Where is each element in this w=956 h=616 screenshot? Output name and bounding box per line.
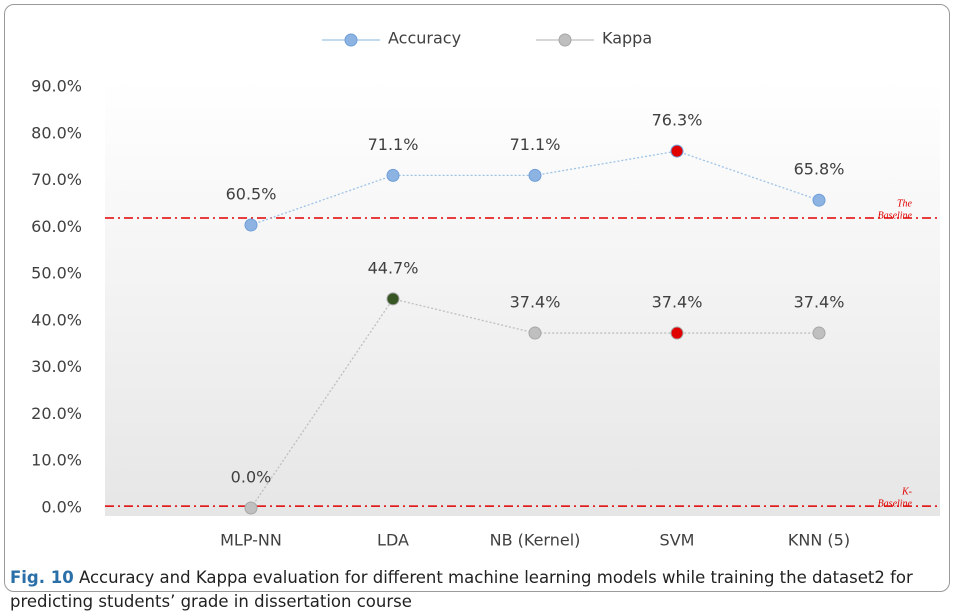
legend-marker: [344, 33, 358, 47]
data-label: 76.3%: [652, 111, 703, 130]
data-point: [386, 168, 400, 182]
baseline-label: Baseline: [878, 210, 913, 221]
data-label: 71.1%: [510, 135, 561, 154]
x-tick-label: MLP-NN: [220, 531, 282, 550]
series-line: [250, 298, 819, 509]
data-label: 0.0%: [231, 468, 272, 487]
data-point: [528, 168, 542, 182]
x-tick-label: NB (Kernel): [490, 531, 581, 550]
figure-frame: [4, 4, 950, 592]
baseline-label: Baseline: [878, 498, 913, 509]
data-point: [244, 218, 258, 232]
data-point: [244, 501, 258, 515]
legend-marker: [558, 33, 572, 47]
data-label: 44.7%: [368, 258, 419, 277]
x-tick-label: SVM: [660, 531, 695, 550]
legend-label: Kappa: [602, 29, 652, 48]
data-label: 37.4%: [794, 293, 845, 312]
caption: Fig. 10 Accuracy and Kappa evaluation fo…: [10, 566, 945, 614]
data-point: [812, 193, 826, 207]
y-tick-label: 50.0%: [31, 264, 82, 283]
data-label: 65.8%: [794, 160, 845, 179]
data-point: [670, 326, 684, 340]
caption-text: Accuracy and Kappa evaluation for differ…: [10, 568, 913, 611]
plot-background: [105, 80, 940, 516]
y-tick-label: 40.0%: [31, 310, 82, 329]
data-label: 60.5%: [226, 184, 277, 203]
data-label: 71.1%: [368, 135, 419, 154]
caption-label: Fig. 10: [10, 568, 74, 587]
baseline-label: The: [897, 198, 913, 209]
chart: 0.0% 10.0% 20.0% 30.0% 40.0% 50.0% 60.0% 70.0% 8…: [31, 29, 940, 550]
x-tick-label: LDA: [377, 531, 409, 550]
data-label: 37.4%: [652, 293, 703, 312]
y-tick-label: 60.0%: [31, 217, 82, 236]
y-tick-label: 80.0%: [31, 123, 82, 142]
data-point: [670, 144, 684, 158]
data-point: [386, 292, 400, 306]
y-tick-label: 10.0%: [31, 451, 82, 470]
data-point: [528, 326, 542, 340]
data-point: [812, 326, 826, 340]
baseline-label: K-: [901, 486, 912, 497]
legend-label: Accuracy: [388, 29, 461, 48]
y-tick-label: 90.0%: [31, 77, 82, 96]
y-tick-label: 30.0%: [31, 357, 82, 376]
y-tick-label: 20.0%: [31, 404, 82, 423]
y-tick-label: 0.0%: [41, 498, 82, 517]
y-tick-label: 70.0%: [31, 170, 82, 189]
data-label: 37.4%: [510, 293, 561, 312]
x-tick-label: KNN (5): [788, 531, 850, 550]
